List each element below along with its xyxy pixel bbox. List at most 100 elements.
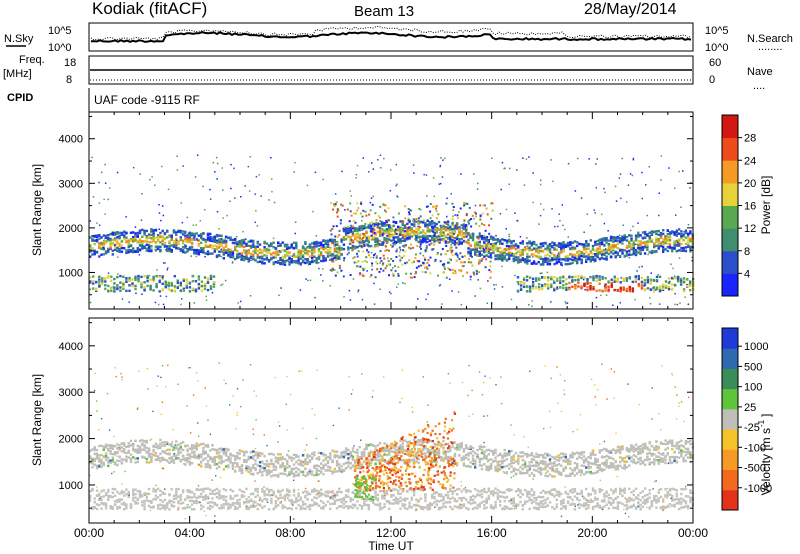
heatmap-cell [254, 251, 257, 255]
heatmap-cell [238, 498, 241, 501]
heatmap-cell [243, 450, 246, 454]
heatmap-cell [436, 252, 439, 254]
heatmap-cell [655, 275, 659, 279]
heatmap-cell [281, 259, 284, 263]
heatmap-cell [435, 207, 438, 210]
heatmap-cell [101, 280, 104, 283]
heatmap-cell [643, 289, 647, 292]
heatmap-cell [322, 245, 325, 248]
heatmap-cell [329, 252, 332, 255]
heatmap-cell [335, 201, 338, 204]
heatmap-cell [290, 246, 293, 249]
heatmap-cell [177, 457, 180, 460]
heatmap-cell [659, 232, 663, 235]
heatmap-cell [147, 233, 151, 236]
heatmap-cell [394, 236, 398, 239]
heatmap-cell [443, 263, 446, 266]
heatmap-cell [532, 260, 536, 263]
heatmap-cell [354, 233, 357, 236]
heatmap-cell [499, 251, 502, 254]
heatmap-cell [163, 244, 167, 247]
heatmap-cell [532, 201, 534, 204]
heatmap-cell [231, 262, 234, 264]
heatmap-cell [161, 288, 164, 291]
heatmap-cell [150, 460, 153, 463]
heatmap-cell [485, 243, 488, 246]
heatmap-cell [622, 279, 625, 282]
heatmap-cell [389, 190, 392, 192]
heatmap-cell [294, 232, 296, 235]
heatmap-cell [161, 277, 164, 279]
heatmap-cell [689, 247, 692, 250]
heatmap-cell [145, 496, 148, 499]
heatmap-cell [247, 455, 250, 459]
heatmap-cell [404, 250, 407, 253]
heatmap-cell [363, 235, 366, 238]
heatmap-cell [474, 204, 477, 207]
heatmap-cell [488, 232, 491, 235]
heatmap-cell [317, 244, 321, 247]
heatmap-cell [209, 507, 212, 511]
heatmap-cell [408, 246, 410, 249]
heatmap-cell [499, 240, 502, 242]
heatmap-cell [184, 245, 187, 248]
heatmap-cell [224, 465, 228, 468]
heatmap-cell [96, 222, 98, 224]
heatmap-cell [206, 252, 210, 256]
heatmap-cell [240, 196, 242, 198]
heatmap-cell [403, 235, 407, 238]
heatmap-cell [539, 263, 543, 266]
heatmap-cell [401, 227, 404, 230]
heatmap-cell [343, 296, 345, 298]
heatmap-cell [480, 248, 484, 252]
heatmap-cell [596, 243, 599, 246]
heatmap-cell [148, 274, 151, 277]
heatmap-cell [107, 490, 110, 493]
heatmap-cell [95, 503, 99, 506]
heatmap-cell [95, 239, 99, 242]
heatmap-cell [188, 286, 192, 289]
heatmap-cell [181, 298, 183, 300]
heatmap-cell [249, 492, 253, 496]
heatmap-cell [147, 450, 151, 453]
heatmap-cell [348, 220, 351, 223]
heatmap-cell [408, 226, 411, 229]
heatmap-cell [123, 234, 126, 237]
heatmap-cell [194, 280, 198, 283]
heatmap-cell [268, 199, 270, 201]
heatmap-cell [136, 457, 139, 460]
heatmap-cell [489, 243, 492, 246]
heatmap-cell [659, 241, 663, 244]
heatmap-cell [186, 490, 189, 493]
heatmap-cell [481, 212, 484, 215]
heatmap-cell [349, 190, 351, 192]
heatmap-cell [204, 450, 207, 453]
heatmap-cell [132, 238, 135, 241]
heatmap-cell [548, 258, 552, 261]
heatmap-cell [557, 244, 561, 248]
heatmap-cell [598, 242, 601, 245]
heatmap-cell [356, 236, 359, 239]
heatmap-cell [211, 244, 214, 247]
heatmap-cell [324, 247, 327, 250]
heatmap-cell [140, 286, 143, 289]
heatmap-cell [346, 208, 349, 211]
heatmap-cell [240, 258, 244, 261]
heatmap-cell [385, 237, 389, 240]
heatmap-cell [414, 238, 417, 241]
heatmap-cell [338, 254, 341, 257]
heatmap-cell [104, 163, 106, 166]
heatmap-cell [435, 210, 438, 213]
heatmap-cell [140, 281, 143, 285]
heatmap-cell [116, 171, 119, 174]
heatmap-cell [455, 236, 459, 239]
heatmap-cell [227, 254, 230, 257]
heatmap-cell [377, 245, 379, 248]
heatmap-cell [166, 245, 169, 248]
heatmap-cell [499, 255, 502, 258]
heatmap-cell [109, 247, 112, 251]
heatmap-cell [458, 228, 461, 231]
heatmap-cell [405, 272, 408, 275]
ytick-label: 3000 [59, 178, 83, 190]
heatmap-cell [263, 497, 266, 501]
